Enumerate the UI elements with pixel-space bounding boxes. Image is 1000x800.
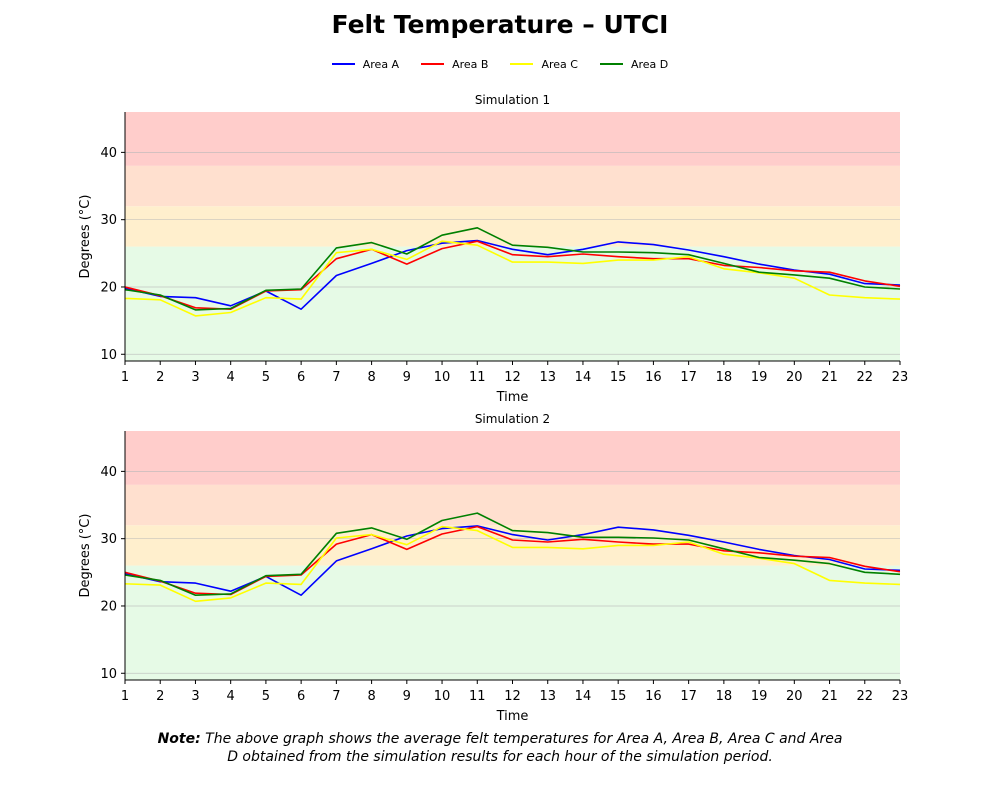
x-tick-label: 10 <box>434 689 451 704</box>
x-tick-label: 4 <box>227 689 235 704</box>
legend-label: Area D <box>630 57 669 71</box>
x-tick-label: 2 <box>156 370 164 385</box>
x-tick-label: 20 <box>786 370 803 385</box>
x-tick-label: 2 <box>156 689 164 704</box>
x-axis-label: Time <box>496 709 529 724</box>
x-tick-label: 4 <box>227 370 235 385</box>
thermal-stress-band <box>125 165 900 207</box>
x-tick-label: 16 <box>645 689 662 704</box>
legend-label: Area C <box>541 57 578 71</box>
x-tick-label: 13 <box>539 370 556 385</box>
x-tick-label: 20 <box>786 689 803 704</box>
x-tick-label: 11 <box>469 689 486 704</box>
x-tick-label: 6 <box>297 689 305 704</box>
x-tick-label: 8 <box>367 370 375 385</box>
legend: Area A Area B Area C Area D <box>0 55 1000 73</box>
series-line-area-d <box>124 512 901 597</box>
x-tick-label: 9 <box>403 689 411 704</box>
legend-item: Area D <box>599 55 669 73</box>
thermal-stress-band <box>125 431 900 485</box>
x-tick-label: 1 <box>121 370 129 385</box>
x-tick-label: 22 <box>856 689 873 704</box>
thermal-stress-band <box>125 206 900 247</box>
x-tick-label: 8 <box>367 689 375 704</box>
x-tick-label: 18 <box>716 370 733 385</box>
x-tick-label: 21 <box>821 370 838 385</box>
y-tick-label: 10 <box>100 348 117 363</box>
x-tick-label: 14 <box>575 689 592 704</box>
y-tick-label: 40 <box>100 146 117 161</box>
legend-item: Area C <box>510 55 578 73</box>
note-caption: Note: The above graph shows the average … <box>150 730 850 766</box>
x-tick-label: 23 <box>892 689 909 704</box>
series-line-area-c <box>124 240 901 317</box>
y-axis-label: Degrees (°C) <box>78 514 93 598</box>
note-label: Note: <box>157 731 201 747</box>
x-tick-label: 9 <box>403 370 411 385</box>
x-tick-label: 16 <box>645 370 662 385</box>
legend-swatch <box>599 63 623 65</box>
y-tick-label: 30 <box>100 213 117 228</box>
y-tick-label: 10 <box>100 667 117 682</box>
series-line-area-c <box>124 525 901 603</box>
x-tick-label: 17 <box>680 370 697 385</box>
x-tick-label: 5 <box>262 689 270 704</box>
x-tick-label: 10 <box>434 370 451 385</box>
legend-item: Area A <box>331 55 400 73</box>
subplot-title: Simulation 2 <box>475 412 550 426</box>
x-tick-label: 12 <box>504 689 521 704</box>
subplot-2: 1 2 3 4 5 6 7 8 9 10 11 12 13 14 15 16 17 18 19 20 21 22 23102… <box>78 412 908 724</box>
x-tick-label: 12 <box>504 370 521 385</box>
x-tick-label: 6 <box>297 370 305 385</box>
x-tick-label: 18 <box>716 689 733 704</box>
x-tick-label: 21 <box>821 689 838 704</box>
legend-item: Area B <box>421 55 488 73</box>
thermal-stress-band <box>125 484 900 526</box>
x-tick-label: 15 <box>610 689 627 704</box>
x-tick-label: 13 <box>539 689 556 704</box>
subplot-title: Simulation 1 <box>475 93 550 107</box>
y-axis-label: Degrees (°C) <box>78 195 93 279</box>
x-tick-label: 7 <box>332 370 340 385</box>
legend-swatch <box>421 63 445 65</box>
y-tick-label: 40 <box>100 465 117 480</box>
x-tick-label: 5 <box>262 370 270 385</box>
x-tick-label: 1 <box>121 689 129 704</box>
y-tick-label: 20 <box>100 280 117 295</box>
y-tick-label: 30 <box>100 532 117 547</box>
x-tick-label: 11 <box>469 370 486 385</box>
legend-swatch <box>331 63 355 65</box>
y-tick-label: 20 <box>100 599 117 614</box>
legend-label: Area A <box>362 57 400 71</box>
x-tick-label: 19 <box>751 370 768 385</box>
note-text: The above graph shows the average felt t… <box>205 731 843 765</box>
legend-swatch <box>510 63 534 65</box>
x-tick-label: 19 <box>751 689 768 704</box>
x-tick-label: 14 <box>575 370 592 385</box>
series-line-area-d <box>124 227 901 311</box>
subplot-1: 1 2 3 4 5 6 7 8 9 10 11 12 13 14 15 16 17 18 19 20 21 22 23102… <box>78 93 908 405</box>
thermal-stress-band <box>125 565 900 680</box>
chart-title: Felt Temperature – UTCI <box>331 10 669 39</box>
x-tick-label: 15 <box>610 370 627 385</box>
x-tick-label: 3 <box>191 689 199 704</box>
x-tick-label: 3 <box>191 370 199 385</box>
legend-label: Area B <box>452 57 489 71</box>
x-tick-label: 17 <box>680 689 697 704</box>
x-tick-label: 7 <box>332 689 340 704</box>
x-axis-label: Time <box>496 390 529 405</box>
x-tick-label: 22 <box>856 370 873 385</box>
x-tick-label: 23 <box>892 370 909 385</box>
thermal-stress-band <box>125 112 900 166</box>
